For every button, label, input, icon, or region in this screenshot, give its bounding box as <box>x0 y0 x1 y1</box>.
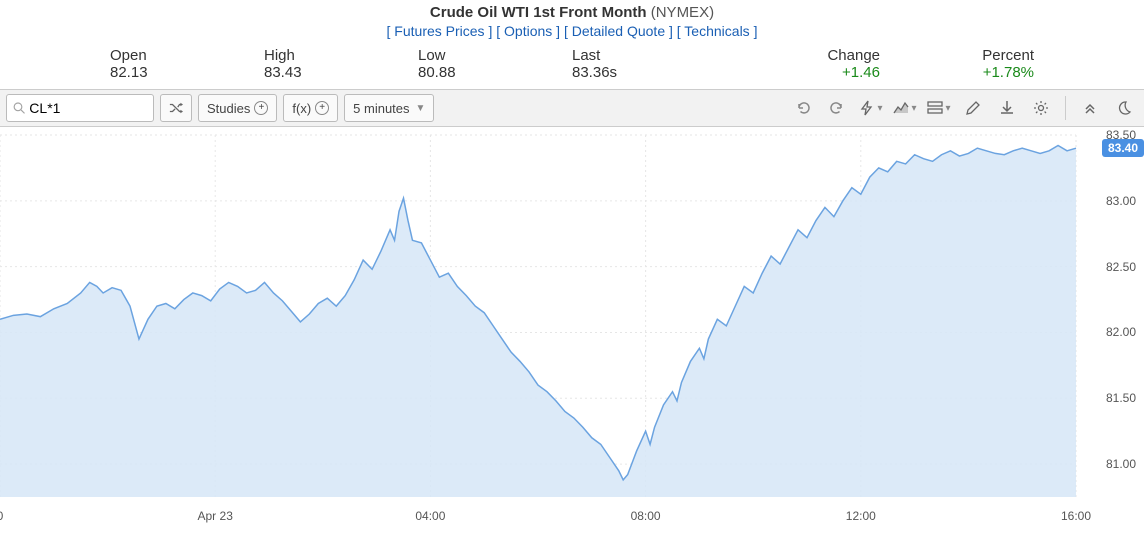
low-label: Low <box>418 47 572 64</box>
shuffle-button[interactable] <box>160 94 192 122</box>
area-chart-icon <box>893 100 909 116</box>
symbol-search[interactable] <box>6 94 154 122</box>
download-button[interactable] <box>993 94 1021 122</box>
plus-icon: + <box>254 101 268 115</box>
change-label: Change <box>726 47 880 64</box>
x-tick-label: 04:00 <box>415 509 445 523</box>
chart-exchange: (NYMEX) <box>651 4 714 21</box>
collapse-button[interactable] <box>1076 94 1104 122</box>
draw-button[interactable] <box>959 94 987 122</box>
settings-button[interactable] <box>1027 94 1055 122</box>
fx-button[interactable]: f(x) + <box>283 94 338 122</box>
plus-icon: + <box>315 101 329 115</box>
pencil-icon <box>965 100 981 116</box>
stats-row: Open 82.13 High 83.43 Low 80.88 Last 83.… <box>0 41 1144 89</box>
shuffle-icon <box>169 101 183 115</box>
studies-label: Studies <box>207 101 250 116</box>
high-value: 83.43 <box>264 64 418 81</box>
download-icon <box>999 100 1015 116</box>
chevrons-up-icon <box>1082 100 1098 116</box>
link-options[interactable]: [ Options ] <box>496 23 560 39</box>
y-tick-label: 82.00 <box>1106 325 1136 339</box>
x-tick-label: 12:00 <box>846 509 876 523</box>
open-value: 82.13 <box>110 64 264 81</box>
undo-button[interactable] <box>789 94 817 122</box>
y-tick-label: 81.50 <box>1106 391 1136 405</box>
high-label: High <box>264 47 418 64</box>
moon-icon <box>1116 100 1132 116</box>
divider <box>1065 96 1066 120</box>
interval-select[interactable]: 5 minutes ▼ <box>344 94 434 122</box>
gear-icon <box>1033 100 1049 116</box>
chevron-down-icon: ▼ <box>416 103 426 114</box>
x-tick-label: Apr 23 <box>198 509 233 523</box>
toolbar: Studies + f(x) + 5 minutes ▼ ▾ ▾ ▾ <box>0 89 1144 127</box>
x-tick-label: 08:00 <box>631 509 661 523</box>
percent-label: Percent <box>880 47 1034 64</box>
chart-type-button[interactable]: ▾ <box>891 94 919 122</box>
current-price-tag: 83.40 <box>1102 139 1144 157</box>
y-tick-label: 83.00 <box>1106 194 1136 208</box>
x-tick-label: 0 <box>0 509 3 523</box>
last-label: Last <box>572 47 726 64</box>
link-technicals[interactable]: [ Technicals ] <box>677 23 758 39</box>
x-tick-label: 16:00 <box>1061 509 1091 523</box>
y-tick-label: 81.00 <box>1106 457 1136 471</box>
change-value: +1.46 <box>726 64 880 81</box>
studies-button[interactable]: Studies + <box>198 94 277 122</box>
low-value: 80.88 <box>418 64 572 81</box>
undo-icon <box>795 100 811 116</box>
theme-button[interactable] <box>1110 94 1138 122</box>
redo-button[interactable] <box>823 94 851 122</box>
header-links: [ Futures Prices ] [ Options ] [ Detaile… <box>0 23 1144 39</box>
search-icon <box>13 101 25 115</box>
fx-label: f(x) <box>292 101 311 116</box>
bolt-icon <box>859 100 875 116</box>
link-futures-prices[interactable]: [ Futures Prices ] <box>387 23 493 39</box>
chart-svg <box>0 127 1144 527</box>
layout-icon <box>927 100 943 116</box>
layout-button[interactable]: ▾ <box>925 94 953 122</box>
header: Crude Oil WTI 1st Front Month (NYMEX) [ … <box>0 0 1144 41</box>
link-detailed-quote[interactable]: [ Detailed Quote ] <box>564 23 673 39</box>
open-label: Open <box>110 47 264 64</box>
redo-icon <box>829 100 845 116</box>
interval-label: 5 minutes <box>353 101 409 116</box>
y-tick-label: 82.50 <box>1106 260 1136 274</box>
last-value: 83.36s <box>572 64 726 81</box>
price-chart[interactable]: 81.0081.5082.0082.5083.0083.50 0Apr 2304… <box>0 127 1144 527</box>
percent-value: +1.78% <box>880 64 1034 81</box>
events-button[interactable]: ▾ <box>857 94 885 122</box>
symbol-input[interactable] <box>29 100 147 116</box>
chart-title: Crude Oil WTI 1st Front Month <box>430 4 647 21</box>
